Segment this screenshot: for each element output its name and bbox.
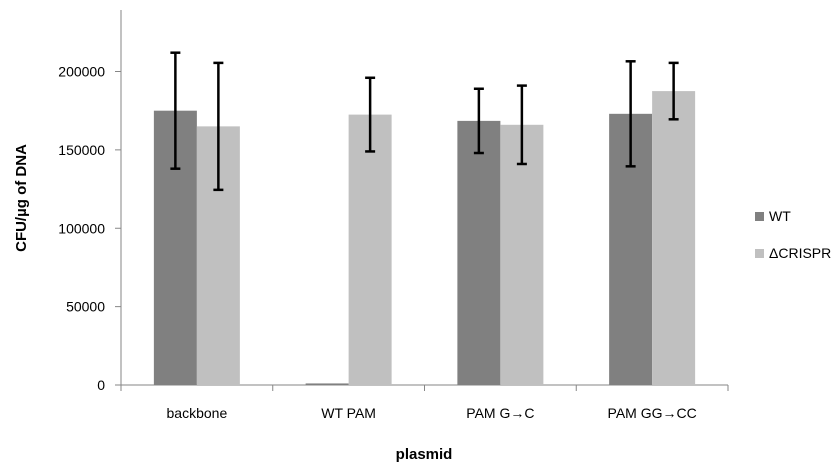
error-bars-layer (170, 51, 679, 192)
y-axis-title: CFU/µg of DNA (13, 144, 30, 252)
y-tick-label: 50000 (66, 299, 105, 315)
y-tick-label: 200000 (58, 64, 105, 80)
x-tick-label: WT PAM (321, 405, 376, 421)
bar (652, 91, 696, 385)
y-tick-label: 150000 (58, 142, 105, 158)
legend-swatch (755, 212, 764, 221)
x-tick-label: backbone (167, 405, 228, 421)
legend-swatch (755, 249, 764, 258)
x-axis-title: plasmid (396, 446, 453, 463)
x-tick-label: PAM G→C (466, 405, 534, 421)
y-tick-label: 0 (97, 377, 105, 393)
y-axis: 0 50000 100000 150000 200000 (58, 10, 122, 393)
y-tick-label: 100000 (58, 220, 105, 236)
bar (500, 124, 544, 386)
x-tick-label: PAM GG→CC (608, 405, 697, 421)
legend: WT ΔCRISPR (755, 208, 831, 261)
bar (348, 114, 392, 385)
bar (305, 383, 349, 385)
bars-layer (153, 91, 696, 386)
x-axis: backbone WT PAM PAM G→C PAM GG→CC (120, 384, 729, 421)
legend-label: ΔCRISPR (769, 245, 831, 261)
legend-label: WT (769, 208, 791, 224)
bar (457, 120, 501, 385)
